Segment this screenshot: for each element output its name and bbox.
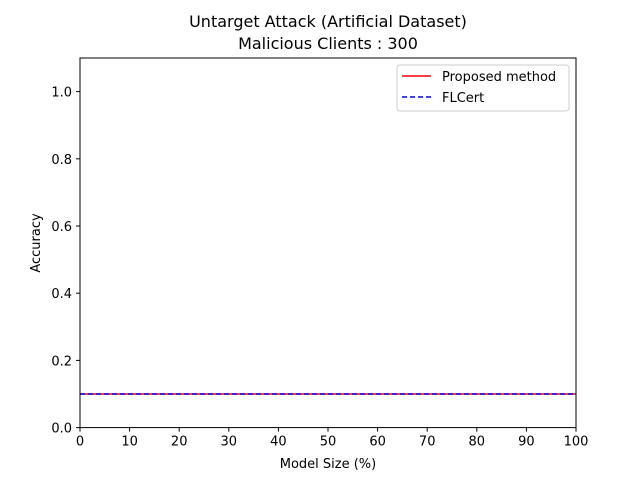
chart-subtitle: Malicious Clients : 300 — [238, 34, 418, 53]
y-tick-label: 0.8 — [51, 153, 72, 168]
x-tick-label: 10 — [121, 435, 138, 450]
y-tick-label: 1.0 — [51, 86, 72, 101]
ticks-layer: 0 10 20 30 40 50 60 70 80 90 100 0.0 0.2 0.4 0.6 0.8 1.0 — [51, 86, 588, 450]
x-tick-label: 30 — [221, 435, 238, 450]
x-axis-label: Model Size (%) — [280, 457, 376, 472]
y-tick-label: 0.0 — [51, 422, 72, 437]
plot-frame — [79, 57, 577, 429]
x-tick-label: 50 — [320, 435, 337, 450]
chart-title: Untarget Attack (Artificial Dataset) — [189, 12, 467, 31]
legend-box — [396, 64, 570, 112]
x-tick-label: 100 — [564, 435, 589, 450]
x-tick-label: 70 — [419, 435, 436, 450]
y-axis-label: Accuracy — [29, 213, 44, 273]
x-tick-label: 60 — [369, 435, 386, 450]
y-tick-label: 0.6 — [51, 220, 72, 235]
x-tick-label: 40 — [270, 435, 287, 450]
y-tick-label: 0.2 — [51, 354, 72, 369]
x-tick-label: 20 — [171, 435, 188, 450]
x-tick-label: 80 — [469, 435, 486, 450]
x-tick-label: 0 — [76, 435, 84, 450]
legend-label-proposed: Proposed method — [442, 70, 556, 85]
legend: Proposed method FLCert — [396, 64, 570, 112]
y-tick-label: 0.4 — [51, 287, 72, 302]
x-tick-label: 90 — [518, 435, 535, 450]
legend-label-flcert: FLCert — [442, 91, 484, 106]
